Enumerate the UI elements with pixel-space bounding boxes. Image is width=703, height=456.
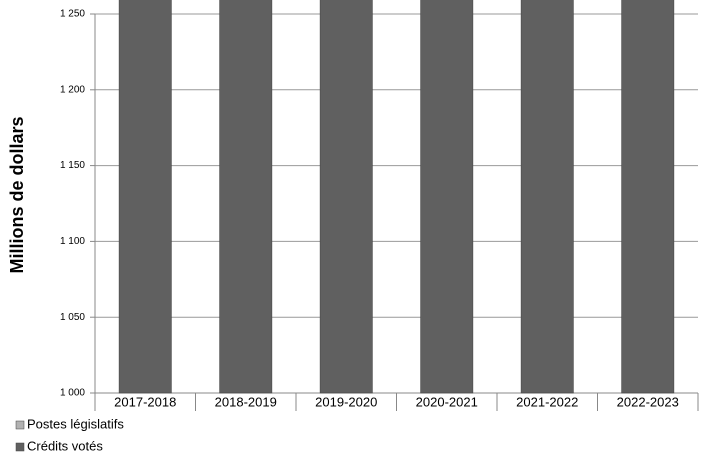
- bar-segment: [621, 0, 675, 394]
- bar-segment: [520, 0, 574, 394]
- y-tick-label: 1 150: [60, 160, 85, 171]
- y-tick-label: 1 100: [60, 236, 85, 247]
- y-axis-label: Millions de dollars: [7, 116, 27, 273]
- x-tick-label: 2021-2022: [516, 394, 578, 409]
- legend-swatch: [15, 442, 25, 452]
- y-tick-label: 1 000: [60, 388, 85, 399]
- x-tick-label: 2019-2020: [315, 394, 377, 409]
- x-tick-label: 2017-2018: [114, 394, 176, 409]
- bar-segment: [118, 0, 172, 394]
- legend-swatch: [15, 420, 25, 430]
- y-tick-label: 1 200: [60, 84, 85, 95]
- bar-segment: [219, 0, 273, 394]
- x-tick-label: 2022-2023: [617, 394, 679, 409]
- x-tick-label: 2020-2021: [416, 394, 478, 409]
- bar-segment: [319, 0, 373, 394]
- y-tick-label: 1 050: [60, 312, 85, 323]
- x-tick-label: 2018-2019: [215, 394, 277, 409]
- bar-segment: [420, 0, 474, 394]
- legend-label: Crédits votés: [27, 438, 103, 453]
- y-tick-label: 1 250: [60, 9, 85, 20]
- legend-label: Postes législatifs: [27, 416, 124, 431]
